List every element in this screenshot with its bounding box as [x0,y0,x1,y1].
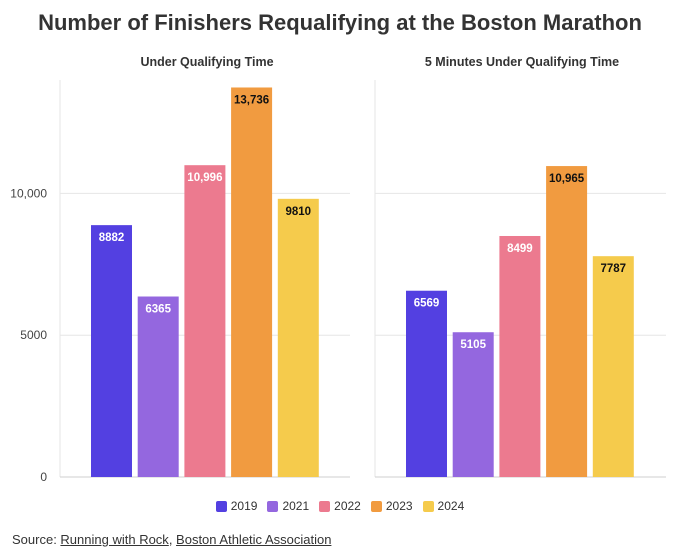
panel-title-2: 5 Minutes Under Qualifying Time [425,55,619,69]
bar-label-p2-2023: 10,965 [549,173,585,185]
legend-label-2024: 2024 [437,499,465,513]
bar-label-p1-2021: 6365 [145,304,171,316]
bar-p1-2019 [91,225,132,477]
source-link-running-with-rock[interactable]: Running with Rock [60,532,169,547]
source-separator: , [168,532,177,547]
legend-swatch-2023 [370,500,382,512]
legend-label-2022: 2022 [334,499,361,513]
bar-label-p1-2024: 9810 [286,206,312,218]
legend-item-2024[interactable]: 2024 [422,499,465,513]
bar-label-p1-2019: 8882 [99,232,125,244]
chart-title: Number of Finishers Requalifying at the … [38,10,642,35]
panel-title-1: Under Qualifying Time [140,55,273,69]
legend-swatch-2019 [215,500,227,512]
legend-label-2019: 2019 [230,499,258,513]
bar-p1-2023 [231,87,273,478]
legend-item-2019[interactable]: 2019 [215,499,258,513]
bar-p2-2022 [499,235,541,477]
bar-p1-2024 [277,198,319,478]
bar-p1-2021 [137,296,179,477]
bar-p2-2019 [406,290,447,477]
source-link-baa[interactable]: Boston Athletic Association [176,532,332,547]
legend-swatch-2024 [422,500,434,512]
legend-item-2021[interactable]: 2021 [267,499,309,513]
legend-item-2023[interactable]: 2023 [370,499,413,513]
source-prefix: Source: [12,532,61,547]
bar-p2-2024 [592,256,634,477]
legend-swatch-2021 [267,500,279,512]
bar-label-p2-2024: 7787 [601,263,627,275]
legend: 2019 2021 2022 2023 2024 [0,499,680,513]
bar-p1-2022 [184,165,226,477]
bar-label-p2-2019: 6569 [414,298,440,310]
y-tick-label-10000: 10,000 [10,186,47,200]
y-tick-label-5000: 5000 [20,328,47,342]
bar-label-p1-2023: 13,736 [234,94,269,106]
legend-swatch-2022 [319,500,331,512]
bar-label-p1-2022: 10,996 [187,172,222,184]
bar-p2-2021 [452,332,494,477]
bar-label-p2-2022: 8499 [507,243,533,255]
legend-item-2022[interactable]: 2022 [319,499,361,513]
bar-p2-2023 [546,166,588,477]
y-tick-label-0: 0 [40,470,47,484]
legend-label-2021: 2021 [282,499,310,513]
bar-label-p2-2021: 5105 [460,339,486,351]
legend-label-2023: 2023 [385,499,413,513]
source-note: Source: Running with Rock, Boston Athlet… [12,532,331,547]
